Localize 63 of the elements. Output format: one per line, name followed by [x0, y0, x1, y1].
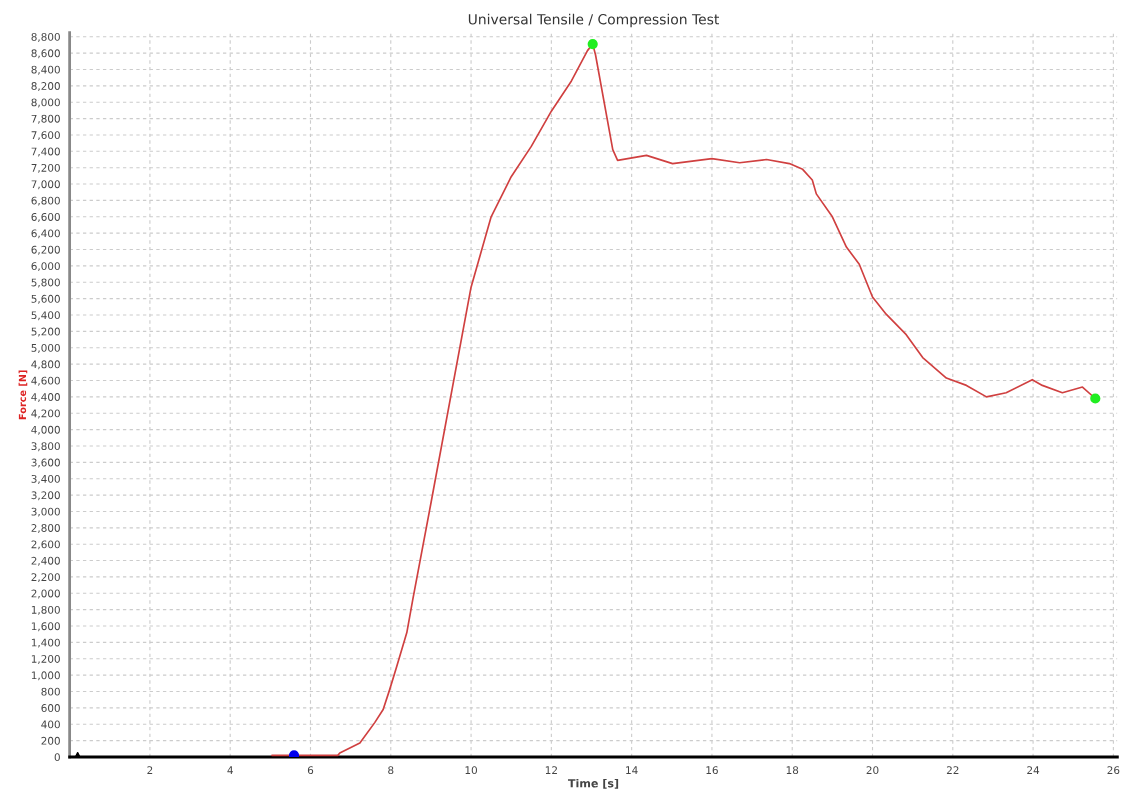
y-tick-label: 2,400	[31, 556, 60, 566]
y-tick-label: 4,800	[31, 360, 60, 370]
y-tick-label: 7,000	[31, 180, 60, 190]
y-tick-label: 1,600	[31, 622, 60, 632]
x-axis-title: Time [s]	[567, 778, 619, 789]
x-tick-label: 2	[147, 766, 153, 774]
point	[1090, 393, 1101, 404]
y-tick-label: 800	[41, 687, 60, 696]
y-tick-label: 8,800	[31, 32, 60, 42]
y-tick-label: 6,000	[31, 262, 60, 272]
x-tick-label: 8	[388, 766, 394, 775]
y-tick-label: 8,400	[31, 65, 60, 75]
y-tick-label: 3,200	[31, 491, 60, 501]
y-tick-label: 3,800	[31, 442, 60, 452]
y-tick-label: 1,200	[31, 655, 60, 664]
y-tick-label: 8,000	[31, 98, 60, 108]
y-tick-label: 200	[41, 736, 60, 745]
y-tick-label: 5,800	[31, 278, 60, 288]
x-tick-label: 18	[786, 766, 799, 775]
y-tick-label: 600	[41, 704, 60, 712]
y-tick-label: 5,000	[31, 343, 60, 353]
x-tick-label: 16	[706, 766, 718, 775]
y-tick-label: 4,000	[31, 425, 60, 435]
y-tick-label: 5,600	[31, 294, 60, 304]
y-tick-label: 3,600	[31, 458, 60, 468]
y-tick-label: 3,000	[31, 507, 60, 517]
y-tick-label: 7,400	[31, 147, 60, 157]
y-tick-label: 8,600	[31, 49, 60, 59]
x-tick-label: 20	[866, 766, 879, 775]
y-tick-label: 1,400	[31, 638, 60, 648]
y-tick-label: 1,000	[31, 671, 60, 681]
y-tick-label: 4,200	[31, 409, 60, 419]
y-tick-label: 1,800	[31, 605, 60, 615]
y-tick-label: 2,800	[31, 524, 60, 533]
x-tick-label: 10	[465, 766, 477, 775]
x-tick-label: 22	[946, 766, 959, 774]
y-tick-label: 3,400	[31, 474, 60, 484]
x-tick-label: 26	[1107, 766, 1120, 775]
x-tick-label: 4	[227, 766, 233, 774]
y-tick-label: 7,200	[31, 163, 60, 173]
y-tick-label: 7,600	[31, 131, 60, 141]
y-tick-label: 5,400	[31, 311, 60, 321]
x-tick-label: 14	[626, 766, 638, 774]
y-tick-label: 4,400	[31, 393, 60, 403]
y-tick-label: 5,200	[31, 327, 60, 337]
y-tick-label: 7,800	[31, 114, 60, 124]
x-tick-label: 12	[545, 766, 557, 774]
y-tick-label: 6,800	[31, 196, 60, 206]
chart-title: Universal Tensile / Compression Test	[468, 13, 720, 28]
y-tick-label: 4,600	[31, 376, 60, 386]
y-tick-label: 2,200	[31, 573, 60, 583]
point	[587, 39, 598, 50]
x-tick-label: 24	[1027, 766, 1040, 774]
y-tick-label: 2,000	[31, 589, 60, 599]
x-tick-label: 6	[307, 766, 314, 775]
y-tick-label: 6,600	[31, 213, 60, 222]
y-tick-label: 8,200	[31, 82, 60, 92]
y-tick-label: 2,600	[31, 540, 60, 550]
y-tick-label: 6,200	[31, 245, 60, 255]
y-tick-label: 400	[41, 720, 60, 729]
y-tick-label: 0	[54, 753, 60, 762]
y-tick-label: 6,400	[31, 229, 60, 239]
y-axis-title: Force [N]	[18, 370, 28, 420]
